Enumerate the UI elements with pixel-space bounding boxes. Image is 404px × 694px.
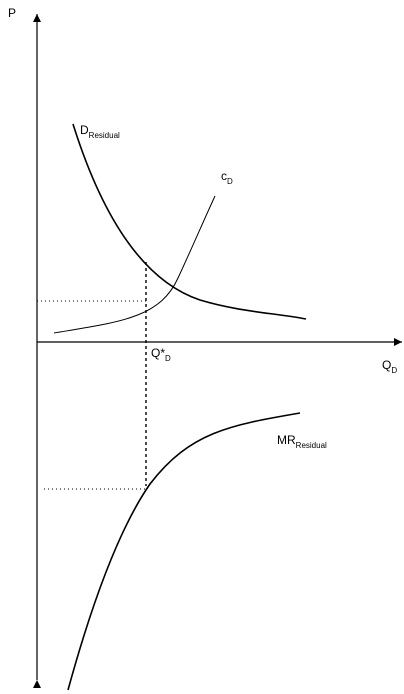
cost-curve [53, 195, 216, 334]
d-residual-curve [72, 123, 307, 320]
cost-curve-label: cD [221, 169, 233, 186]
mr-residual-label: MRResidual [277, 433, 327, 450]
p-axis-label: P [8, 6, 16, 20]
mr-residual-curve [67, 412, 301, 691]
q-star-label: Q*D [151, 346, 171, 363]
d-residual-label: DResidual [80, 123, 120, 140]
q-axis-label: QD [382, 358, 397, 375]
